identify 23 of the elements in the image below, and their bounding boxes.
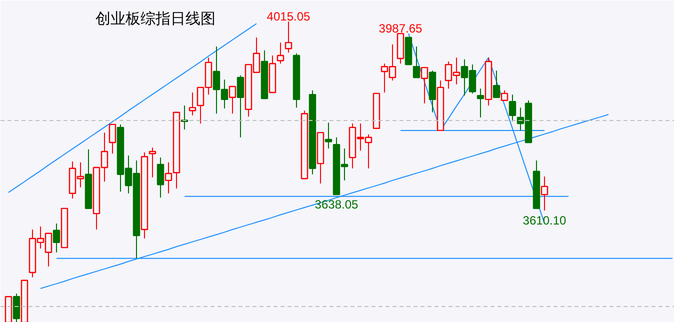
annotation: 4015.05 (266, 10, 311, 24)
candlestick (108, 124, 116, 154)
candlestick (12, 293, 20, 322)
candlestick (508, 94, 516, 122)
candlestick (228, 86, 236, 114)
annotation: 3987.65 (378, 22, 423, 36)
candlestick (284, 21, 292, 54)
candlestick (492, 70, 500, 98)
candlestick (236, 74, 244, 138)
candlestick (420, 66, 428, 104)
candlestick (164, 162, 172, 194)
candlestick (156, 157, 164, 198)
annotation: 3638.05 (314, 198, 359, 212)
candlestick (188, 92, 196, 116)
candlestick (476, 88, 484, 118)
candlestick (52, 222, 60, 253)
chart-title: 创业板综指日线图 (96, 10, 216, 28)
candlestick (324, 122, 332, 150)
candlestick (540, 176, 548, 212)
candlestick (412, 46, 420, 78)
candlestick (148, 147, 156, 178)
candlestick (500, 90, 508, 101)
candlestick (276, 42, 284, 64)
